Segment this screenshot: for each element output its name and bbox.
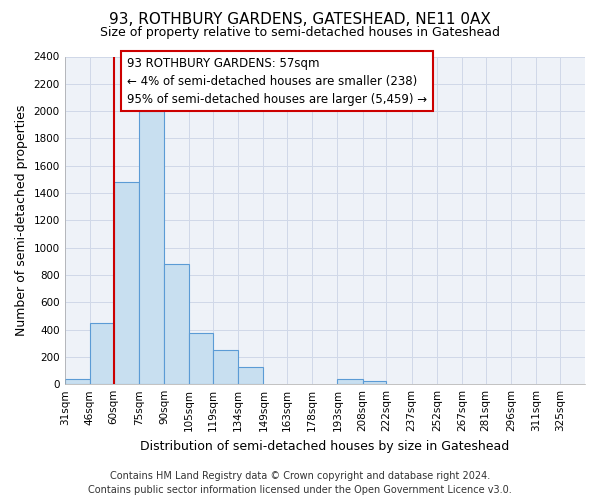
Bar bbox=[65, 378, 90, 384]
Bar bbox=[90, 322, 113, 384]
Bar bbox=[363, 381, 386, 384]
Text: 93, ROTHBURY GARDENS, GATESHEAD, NE11 0AX: 93, ROTHBURY GARDENS, GATESHEAD, NE11 0A… bbox=[109, 12, 491, 28]
Bar bbox=[113, 182, 139, 384]
Y-axis label: Number of semi-detached properties: Number of semi-detached properties bbox=[15, 104, 28, 336]
Text: 93 ROTHBURY GARDENS: 57sqm
← 4% of semi-detached houses are smaller (238)
95% of: 93 ROTHBURY GARDENS: 57sqm ← 4% of semi-… bbox=[127, 56, 427, 106]
X-axis label: Distribution of semi-detached houses by size in Gateshead: Distribution of semi-detached houses by … bbox=[140, 440, 509, 452]
Text: Contains HM Land Registry data © Crown copyright and database right 2024.
Contai: Contains HM Land Registry data © Crown c… bbox=[88, 471, 512, 495]
Bar bbox=[164, 264, 189, 384]
Bar bbox=[337, 380, 363, 384]
Bar bbox=[139, 111, 164, 384]
Text: Size of property relative to semi-detached houses in Gateshead: Size of property relative to semi-detach… bbox=[100, 26, 500, 39]
Bar bbox=[189, 333, 213, 384]
Bar bbox=[213, 350, 238, 384]
Bar bbox=[238, 367, 263, 384]
